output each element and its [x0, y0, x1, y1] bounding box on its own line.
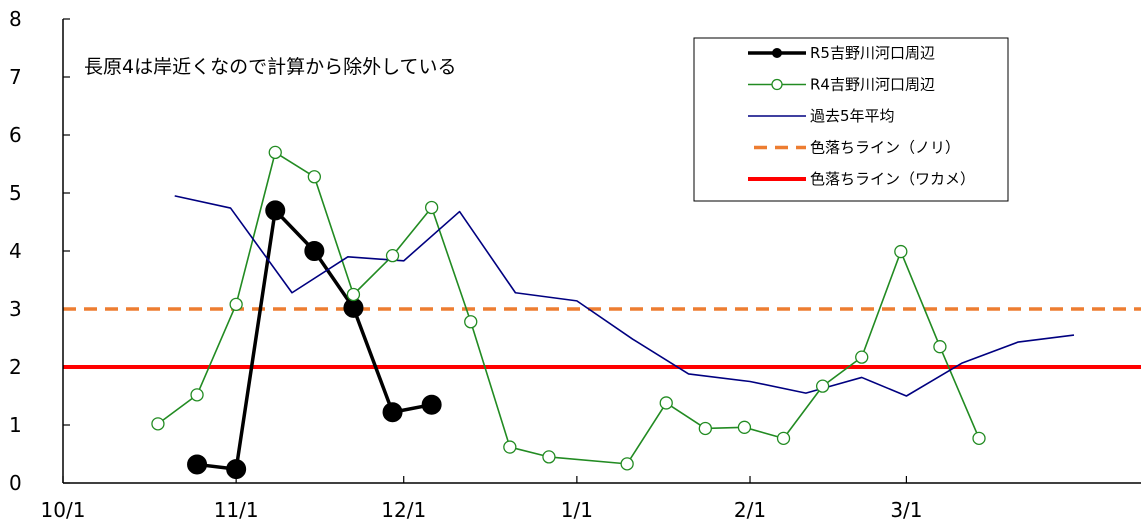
data-point-r4	[972, 431, 986, 445]
y-tick-label: 8	[9, 7, 22, 31]
y-tick-label: 5	[9, 181, 22, 205]
y-tick-label: 6	[9, 123, 22, 147]
data-point-r4	[190, 388, 204, 402]
data-point-r5	[265, 200, 286, 221]
legend-label-0: R5吉野川河口周辺	[810, 44, 935, 62]
data-point-r4	[620, 457, 634, 471]
data-point-r4	[385, 248, 400, 263]
y-tick-label: 7	[9, 65, 22, 89]
y-tick-label: 3	[9, 297, 22, 321]
legend-label-4: 色落ちライン（ワカメ）	[810, 170, 975, 188]
data-point-r4	[503, 440, 517, 454]
series-markers	[151, 145, 986, 480]
x-tick-label: 12/1	[381, 498, 426, 522]
x-tick-label: 10/1	[41, 498, 86, 522]
y-axis-ticks: 0 1 2 3 4 5 6 7 8	[9, 7, 70, 495]
data-point-r5	[226, 459, 247, 480]
data-point-r4	[346, 287, 361, 302]
legend-label-2: 過去5年平均	[810, 107, 895, 125]
x-tick-label: 1/1	[561, 498, 593, 522]
x-tick-label: 3/1	[890, 498, 922, 522]
data-point-r4	[894, 244, 908, 259]
series-line-2	[174, 195, 1075, 397]
data-point-r4	[698, 421, 712, 436]
data-point-r5	[343, 297, 364, 318]
x-axis-ticks: 10/1 11/1 12/1 1/1 2/1 3/1	[41, 476, 923, 522]
data-point-r4	[229, 297, 243, 312]
data-point-r4	[659, 396, 673, 410]
data-point-r4	[776, 431, 791, 445]
y-tick-label: 4	[9, 239, 22, 263]
y-tick-label: 0	[9, 471, 22, 495]
chart-annotation: 長原4は岸近くなので計算から除外している	[84, 56, 457, 78]
data-point-r4	[815, 379, 830, 393]
data-point-r4	[542, 450, 556, 464]
legend-label-1: R4吉野川河口周辺	[810, 76, 935, 94]
data-point-r4	[151, 417, 165, 431]
x-tick-label: 2/1	[734, 498, 766, 522]
data-point-r5	[421, 394, 442, 415]
legend-marker-0	[772, 48, 782, 58]
data-point-r4	[464, 315, 478, 329]
y-tick-label: 1	[9, 413, 22, 437]
data-point-r5	[304, 241, 325, 261]
x-tick-label: 11/1	[214, 498, 259, 522]
data-point-r4	[933, 340, 947, 354]
legend-marker-1	[771, 78, 783, 91]
data-point-r5	[187, 454, 208, 475]
data-point-r4	[737, 420, 752, 434]
data-point-r4	[268, 145, 282, 160]
data-point-r4	[307, 170, 321, 184]
data-point-r4	[855, 350, 869, 364]
legend-label-3: 色落ちライン（ノリ）	[810, 139, 960, 157]
threshold-lines	[63, 307, 1141, 369]
data-point-r5	[382, 402, 403, 423]
y-tick-label: 2	[9, 355, 22, 379]
data-point-r4	[424, 200, 439, 215]
legend-box	[693, 37, 1009, 202]
